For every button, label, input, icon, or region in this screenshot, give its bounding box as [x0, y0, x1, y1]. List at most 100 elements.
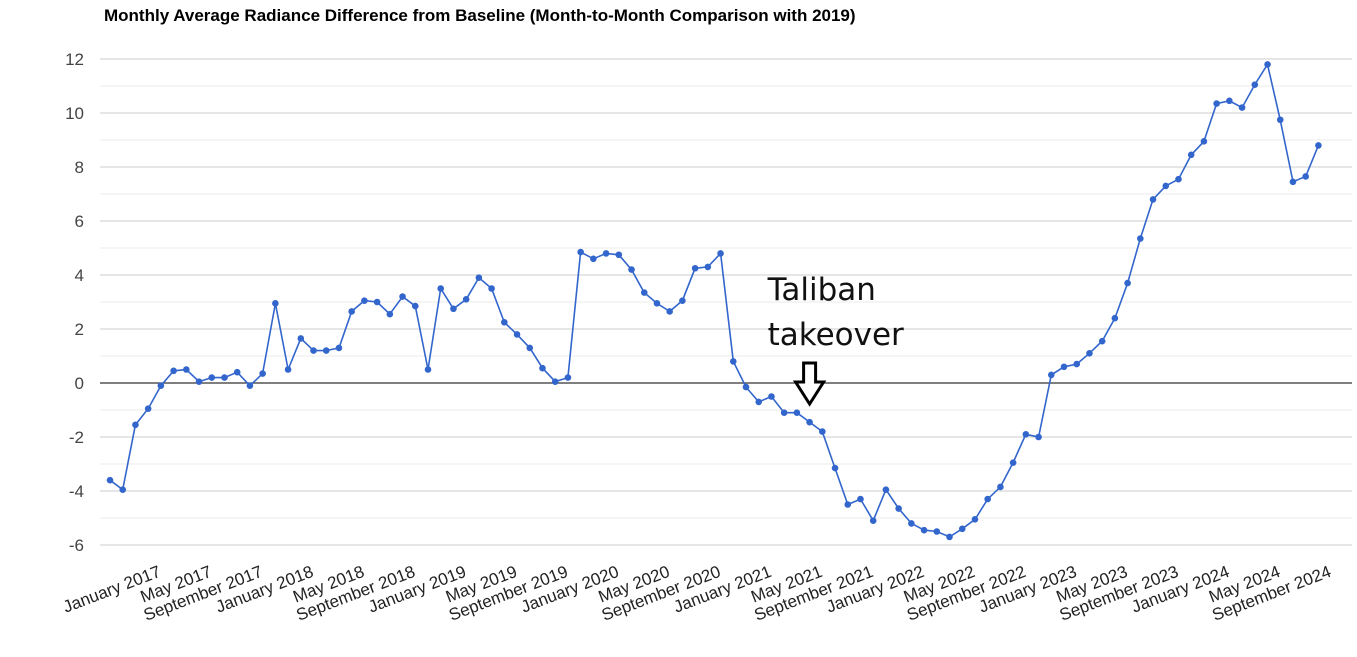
data-point [1187, 151, 1195, 159]
data-point [717, 250, 724, 257]
data-point [755, 398, 763, 406]
data-point [526, 344, 534, 352]
data-point [742, 383, 750, 391]
data-point [869, 517, 877, 524]
data-point [373, 298, 381, 306]
data-point [691, 264, 699, 272]
data-point [1086, 350, 1093, 357]
data-point [704, 263, 712, 271]
data-point [310, 347, 317, 354]
data-point [1238, 104, 1246, 111]
data-point [602, 250, 610, 257]
y-tick-label: 8 [75, 158, 84, 177]
y-tick-label: 4 [75, 266, 84, 285]
data-point [933, 528, 941, 535]
data-point [246, 382, 254, 390]
data-point [259, 370, 266, 377]
data-points [106, 61, 1322, 541]
data-point [1111, 314, 1119, 322]
data-point [1175, 175, 1182, 183]
data-point [1035, 433, 1042, 441]
y-axis-tick-labels: 12 10 8 6 4 2 0 -2 -4 -6 [65, 50, 84, 555]
data-point [920, 526, 928, 534]
data-point [144, 405, 152, 412]
data-point [819, 428, 826, 435]
data-point [462, 296, 470, 303]
data-point [1098, 337, 1106, 345]
data-point [882, 486, 890, 493]
data-point [488, 285, 495, 292]
data-point [1251, 81, 1259, 88]
data-point [183, 366, 190, 373]
data-point [272, 300, 279, 307]
annotation-text-line2: takeover [768, 317, 904, 353]
data-point [679, 297, 686, 304]
data-point [1022, 431, 1030, 438]
data-point [984, 495, 991, 503]
data-point [208, 374, 216, 381]
y-tick-label: -2 [69, 428, 84, 447]
data-point [946, 533, 953, 541]
y-tick-label: 2 [75, 320, 84, 339]
data-point [806, 418, 813, 426]
data-point [157, 382, 165, 390]
data-point [361, 297, 368, 304]
data-point [1302, 173, 1309, 180]
data-point [780, 409, 788, 417]
data-point [1124, 279, 1131, 287]
data-point [729, 358, 737, 365]
data-point [450, 305, 457, 313]
data-point [577, 248, 584, 256]
data-point [831, 464, 839, 472]
data-point [590, 255, 597, 263]
data-point [195, 378, 203, 385]
data-point [221, 374, 228, 381]
data-point [233, 368, 241, 376]
data-point [857, 495, 864, 503]
data-point [170, 367, 177, 375]
y-tick-label: -4 [69, 482, 84, 501]
data-point [437, 285, 445, 292]
data-point [768, 393, 775, 400]
data-point [793, 409, 801, 417]
y-tick-label: -6 [69, 536, 84, 555]
data-point [386, 310, 394, 318]
data-point [1276, 116, 1284, 124]
data-point [399, 293, 406, 300]
data-point [284, 366, 292, 373]
data-point [844, 501, 852, 508]
data-point [1289, 178, 1297, 186]
data-point [666, 308, 673, 315]
data-point [297, 335, 305, 342]
data-point [132, 421, 139, 429]
data-point [539, 364, 546, 372]
data-point [1213, 100, 1220, 107]
data-point [971, 516, 979, 523]
data-point [501, 318, 508, 326]
data-point [475, 274, 483, 282]
data-point [640, 289, 648, 296]
data-point [106, 476, 114, 484]
data-point [1200, 138, 1208, 145]
chart-title: Monthly Average Radiance Difference from… [104, 6, 856, 25]
y-tick-label: 0 [75, 374, 84, 393]
data-point [997, 483, 1004, 491]
data-point [615, 251, 623, 259]
data-point [1060, 363, 1068, 371]
y-tick-label: 6 [75, 212, 84, 231]
data-point [1315, 142, 1322, 149]
data-point [1226, 97, 1233, 105]
annotation: Taliban takeover [767, 272, 904, 407]
data-point [1149, 196, 1157, 203]
data-point [335, 344, 343, 352]
data-point [628, 266, 635, 273]
data-point [1047, 371, 1055, 379]
data-point [908, 520, 915, 527]
data-point [1162, 182, 1170, 190]
data-point [1264, 61, 1271, 68]
annotation-text-line1: Taliban [767, 272, 876, 308]
data-point [1137, 235, 1144, 242]
data-point [1009, 459, 1017, 466]
data-point [653, 300, 661, 307]
data-point [119, 486, 127, 493]
